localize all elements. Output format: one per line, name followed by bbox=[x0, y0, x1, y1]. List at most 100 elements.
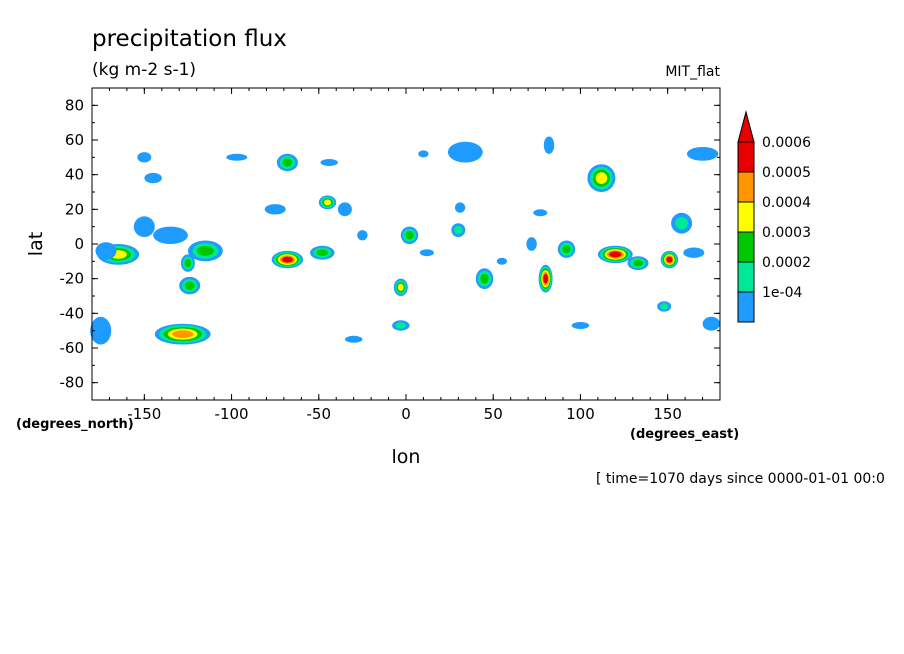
contour-level-3 bbox=[197, 245, 214, 256]
precip-cell-17 bbox=[271, 250, 304, 269]
y-tick-label: 80 bbox=[65, 96, 84, 114]
precip-cell-25 bbox=[454, 202, 466, 213]
contour-level-1 bbox=[683, 247, 705, 258]
contour-level-1 bbox=[447, 141, 483, 163]
contour-level-3 bbox=[480, 273, 489, 284]
precip-cell-36 bbox=[597, 245, 633, 264]
precip-cell-33 bbox=[526, 237, 537, 251]
contour-level-6 bbox=[609, 251, 622, 258]
contour-level-1 bbox=[357, 230, 368, 241]
contour-level-4 bbox=[595, 172, 608, 184]
x-tick-label: -150 bbox=[127, 405, 161, 423]
contour-level-4 bbox=[397, 283, 404, 291]
precip-cell-4 bbox=[188, 240, 223, 262]
contour-level-1 bbox=[90, 316, 112, 345]
precip-cell-38 bbox=[660, 250, 679, 269]
colorbar-label: 0.0002 bbox=[762, 255, 811, 271]
precip-cell-1 bbox=[95, 242, 117, 260]
colorbar-swatch bbox=[737, 261, 755, 293]
precip-cell-40 bbox=[686, 147, 719, 161]
contour-level-1 bbox=[533, 209, 548, 217]
contour-level-1 bbox=[137, 152, 152, 163]
time-footer: [ time=1070 days since 0000-01-01 00:0 bbox=[596, 471, 885, 487]
colorbar-swatch bbox=[737, 291, 755, 323]
precip-cell-8 bbox=[90, 316, 112, 345]
contour-level-5 bbox=[172, 330, 194, 338]
y-tick-label: 20 bbox=[65, 200, 84, 218]
precip-cell-35 bbox=[587, 164, 616, 193]
precip-cell-13 bbox=[320, 159, 338, 166]
precip-cell-43 bbox=[571, 322, 590, 329]
colorbar-swatch bbox=[737, 171, 755, 203]
contour-level-1 bbox=[543, 136, 555, 154]
precip-cell-5 bbox=[180, 254, 195, 272]
precip-cell-20 bbox=[400, 226, 419, 244]
colorbar-label: 0.0006 bbox=[762, 135, 811, 151]
contour-level-1 bbox=[345, 335, 363, 343]
precip-cell-11 bbox=[226, 153, 248, 161]
precip-cell-37 bbox=[627, 256, 649, 270]
precip-cell-16 bbox=[264, 204, 286, 215]
x-tick-label: 50 bbox=[484, 405, 503, 423]
precip-cell-19 bbox=[357, 230, 368, 241]
contour-level-2 bbox=[454, 225, 463, 235]
contour-level-2 bbox=[659, 303, 669, 310]
contour-level-1 bbox=[526, 237, 537, 251]
contour-level-1 bbox=[95, 242, 117, 260]
contour-level-3 bbox=[184, 258, 192, 268]
contour-level-3 bbox=[184, 281, 195, 290]
x-axis-units: (degrees_east) bbox=[630, 427, 739, 442]
x-tick-label: 150 bbox=[653, 405, 682, 423]
y-tick-label: 40 bbox=[65, 166, 84, 184]
precip-cell-15 bbox=[337, 202, 352, 217]
contour-level-1 bbox=[419, 249, 434, 257]
contour-level-1 bbox=[702, 316, 720, 331]
x-tick-label: -50 bbox=[307, 405, 332, 423]
contour-level-3 bbox=[405, 231, 414, 240]
colorbar-swatch bbox=[737, 201, 755, 233]
contour-level-6 bbox=[281, 256, 293, 263]
precip-cell-42 bbox=[702, 316, 720, 331]
y-tick-label: 60 bbox=[65, 131, 84, 149]
precip-cell-22 bbox=[392, 320, 410, 331]
precip-cell-30 bbox=[538, 264, 553, 293]
colorbar-label: 0.0004 bbox=[762, 195, 811, 211]
y-tick-label: -40 bbox=[60, 304, 85, 322]
y-axis-label: lat bbox=[25, 232, 47, 256]
precip-cell-41 bbox=[657, 301, 672, 312]
precip-cell-45 bbox=[683, 247, 705, 258]
contour-level-3 bbox=[562, 245, 571, 254]
x-tick-label: -100 bbox=[215, 405, 249, 423]
contour-level-1 bbox=[320, 159, 338, 166]
precip-cell-24 bbox=[451, 223, 466, 238]
precip-cell-44 bbox=[345, 335, 363, 343]
precip-cell-18 bbox=[310, 245, 335, 260]
contour-field bbox=[90, 136, 720, 345]
contour-level-1 bbox=[454, 202, 466, 213]
contour-level-6 bbox=[666, 256, 673, 263]
colorbar-swatch bbox=[737, 141, 755, 173]
chart-title: precipitation flux bbox=[92, 26, 287, 52]
contour-level-6 bbox=[543, 273, 548, 284]
axes: -150 -100 -50 0 50 100 150 80 60 40 20 0 -20 -40 -60 -8… bbox=[60, 88, 720, 423]
colorbar-label: 0.0005 bbox=[762, 165, 811, 181]
contour-level-2 bbox=[395, 322, 407, 329]
contour-level-2 bbox=[675, 216, 688, 230]
precip-cell-27 bbox=[418, 150, 429, 158]
plot-frame bbox=[91, 87, 721, 401]
colorbar-label: 0.0003 bbox=[762, 225, 811, 241]
precip-cell-14 bbox=[318, 195, 337, 210]
y-tick-label: -80 bbox=[60, 374, 85, 392]
contour-level-1 bbox=[144, 172, 162, 184]
precip-cell-7 bbox=[154, 323, 211, 345]
colorbar-extend-arrow bbox=[737, 110, 755, 143]
x-tick-label: 0 bbox=[401, 405, 411, 423]
precip-cell-31 bbox=[543, 136, 555, 154]
precip-cell-12 bbox=[276, 153, 298, 172]
y-tick-label: 0 bbox=[74, 235, 84, 253]
contour-level-1 bbox=[264, 204, 286, 215]
precip-cell-6 bbox=[179, 276, 201, 295]
contour-level-3 bbox=[633, 259, 643, 267]
precip-cell-9 bbox=[144, 172, 162, 184]
